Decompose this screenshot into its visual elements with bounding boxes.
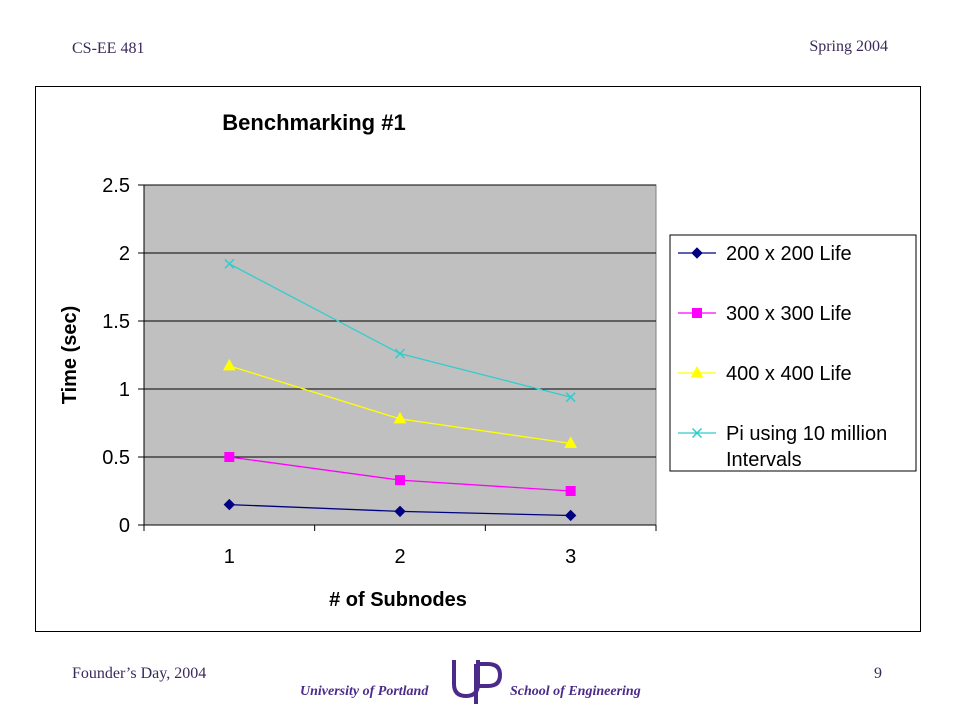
data-point xyxy=(224,258,235,269)
legend-marker xyxy=(691,247,703,259)
x-tick-label: 2 xyxy=(394,546,405,568)
y-tick-label: 0.5 xyxy=(102,447,130,469)
term-label: Spring 2004 xyxy=(809,38,888,55)
data-point xyxy=(224,452,235,462)
legend-entry-4: Pi using 10 million Intervals xyxy=(678,423,887,471)
course-label: CS-EE 481 xyxy=(72,40,145,57)
school-name: School of Engineering xyxy=(510,684,641,699)
x-tick-label: 1 xyxy=(224,546,235,568)
legend-entry-3: 400 x 400 Life xyxy=(678,363,852,385)
benchmark-chart: Benchmarking #1 0 0.5 1 1.5 2 2.5 1 2 3 # of Sub… xyxy=(59,110,917,611)
data-point xyxy=(564,436,578,448)
legend-entry-2: 300 x 300 Life xyxy=(678,303,852,325)
data-point xyxy=(565,392,576,403)
chart-frame: Benchmarking #1 0 0.5 1 1.5 2 2.5 1 2 3 # of Sub… xyxy=(35,86,921,632)
legend-label: Pi using 10 million Intervals xyxy=(726,423,887,471)
chart-title: Benchmarking #1 xyxy=(222,110,405,135)
legend-marker xyxy=(691,427,703,439)
data-point xyxy=(395,475,405,486)
legend: 200 x 200 Life 300 x 300 Life 400 x 400 Li… xyxy=(669,234,917,472)
university-name: University of Portland xyxy=(300,684,429,699)
series-lines xyxy=(222,258,578,522)
data-point xyxy=(564,509,577,522)
y-tick-label: 2.5 xyxy=(102,175,130,197)
y-tick-label: 0 xyxy=(119,515,130,537)
x-axis-title: # of Subnodes xyxy=(329,589,467,611)
data-point xyxy=(223,498,236,511)
data-point xyxy=(222,358,236,371)
footer-event: Founder’s Day, 2004 xyxy=(72,665,207,682)
legend-label: 400 x 400 Life xyxy=(726,363,852,385)
up-monogram-logo xyxy=(452,660,503,704)
y-tick-label: 2 xyxy=(119,243,130,265)
x-tick-label: 3 xyxy=(565,546,576,568)
y-tick-label: 1.5 xyxy=(102,311,130,333)
legend-label: 300 x 300 Life xyxy=(726,303,852,325)
data-point xyxy=(393,411,407,424)
data-point xyxy=(394,348,406,359)
legend-marker xyxy=(690,365,704,378)
legend-marker xyxy=(692,308,702,318)
y-tick-label: 1 xyxy=(119,379,130,401)
y-axis-title: Time (sec) xyxy=(59,306,81,405)
page-number: 9 xyxy=(874,665,882,682)
axes: 0 0.5 1 1.5 2 2.5 1 2 3 xyxy=(102,175,657,568)
legend-box xyxy=(669,234,917,472)
legend-label: 200 x 200 Life xyxy=(726,243,852,265)
data-point xyxy=(394,505,406,518)
legend-entry-1: 200 x 200 Life xyxy=(678,243,852,265)
plot-area xyxy=(143,184,657,526)
data-point xyxy=(565,486,576,496)
gridlines xyxy=(144,184,656,458)
